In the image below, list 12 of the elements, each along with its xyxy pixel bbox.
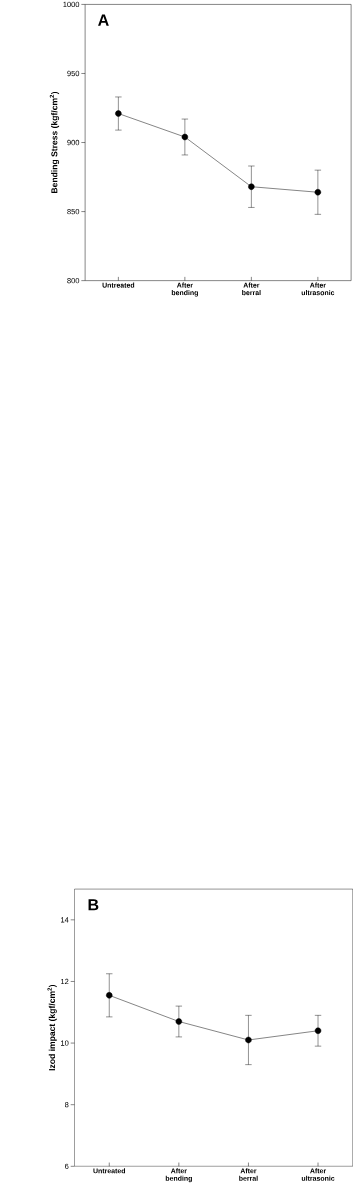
y-axis-title: Izod impact (kgf/cm$^{2}$): [47, 984, 57, 1071]
point: [175, 1018, 183, 1025]
y-axis-title: Bending Stress (kgf/cm$^{2}$): [49, 91, 60, 194]
point: [181, 133, 189, 141]
annotation: B: [88, 899, 99, 911]
point: [106, 992, 113, 999]
annotation: A: [98, 14, 109, 26]
point: [248, 183, 255, 190]
point: [314, 189, 322, 196]
point: [314, 1027, 322, 1034]
point: [115, 110, 122, 117]
point: [245, 1036, 252, 1044]
